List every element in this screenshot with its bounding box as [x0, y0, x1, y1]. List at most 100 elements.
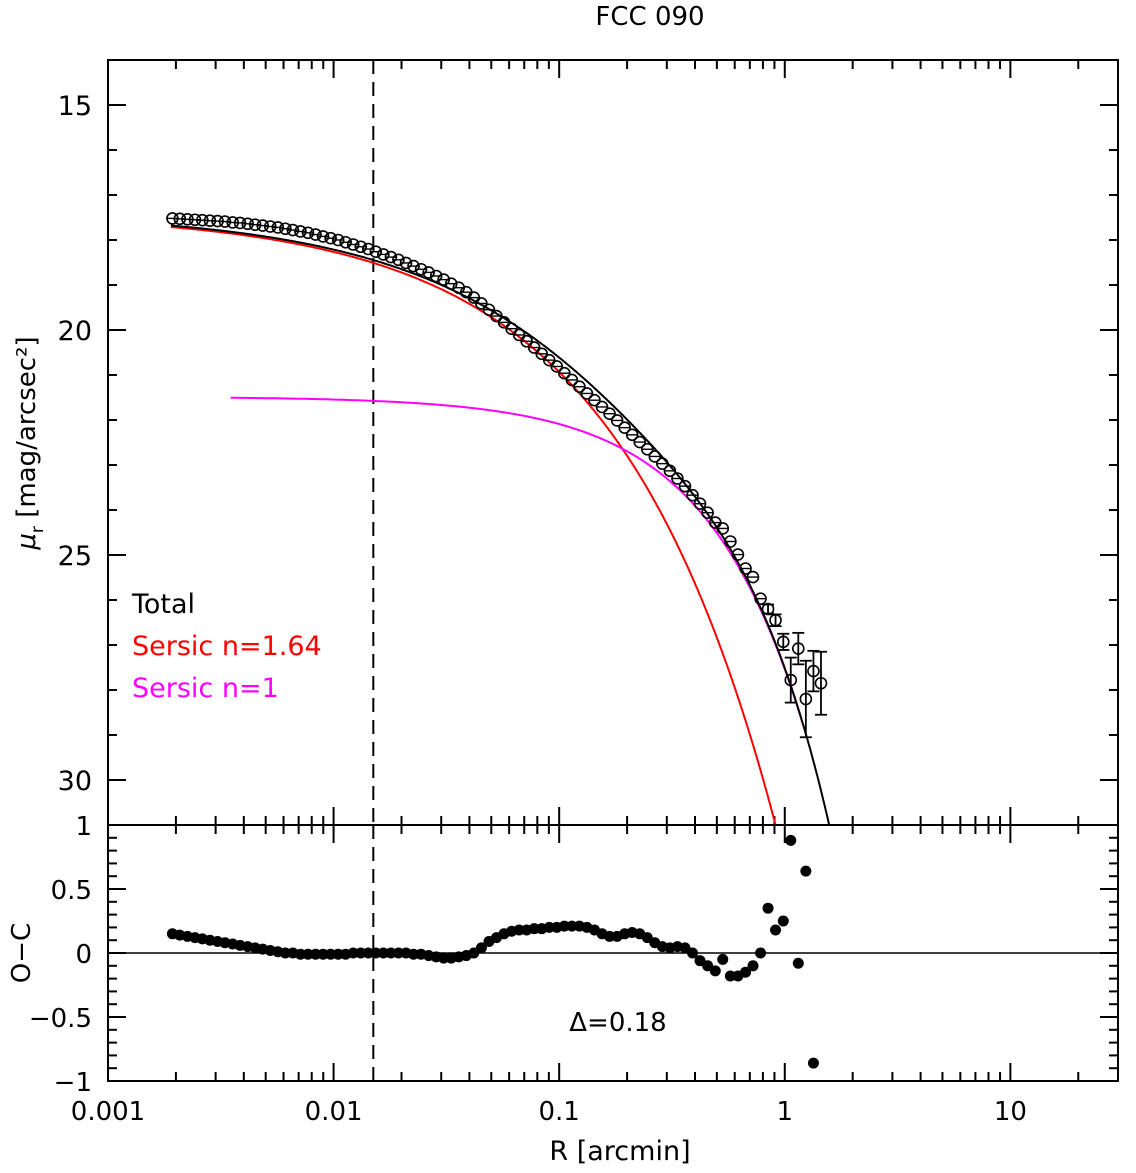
residual-point — [370, 947, 382, 959]
residual-y-tick-label: 0.5 — [51, 876, 92, 906]
residual-tick-labels: −1 −0.5 0 0.5 1 — [29, 812, 92, 1098]
profile-data-points — [166, 212, 828, 739]
residual-y-axis-label: O−C — [7, 923, 37, 983]
residual-point — [302, 948, 314, 960]
residual-point — [438, 952, 450, 964]
profile-point — [505, 322, 518, 335]
profile-point — [309, 228, 322, 241]
profile-point — [482, 303, 496, 317]
profile-point — [535, 347, 549, 361]
profile-point — [520, 334, 533, 348]
legend-total: Total — [131, 589, 195, 620]
profile-point — [286, 223, 300, 237]
residual-point — [347, 947, 359, 959]
residual-point — [408, 948, 420, 960]
profile-panel-frame — [107, 59, 1119, 826]
profile-point — [377, 248, 390, 261]
residual-ticks — [107, 824, 1119, 1082]
profile-point — [392, 253, 405, 267]
residual-y-tick-label: −0.5 — [29, 1004, 92, 1034]
profile-point — [784, 673, 798, 687]
profile-point — [233, 216, 247, 230]
profile-point — [761, 602, 775, 616]
profile-y-tick-label: 20 — [58, 316, 92, 347]
profile-point — [731, 548, 745, 561]
profile-point — [414, 262, 428, 276]
profile-point — [580, 387, 594, 400]
residual-point — [717, 953, 729, 965]
profile-point — [346, 238, 360, 251]
y-label-symbol: μ — [12, 533, 42, 551]
profile-point — [324, 231, 337, 245]
profile-point — [791, 642, 805, 655]
residual-point — [724, 970, 736, 982]
residual-point — [792, 957, 804, 969]
profile-point — [565, 373, 579, 387]
profile-point — [558, 366, 571, 380]
profile-point — [542, 353, 556, 367]
profile-point — [444, 277, 458, 290]
profile-point — [656, 457, 669, 470]
profile-point — [633, 435, 647, 449]
profile-point — [588, 393, 601, 407]
y-label-unit: [mag/arcsec²] — [12, 336, 42, 517]
residual-panel: −1 −0.5 0 0.5 1 0.001 0.01 0.1 1 10 Δ=0.18 O−C R… — [7, 812, 1119, 1167]
legend-sersic-1: Sersic n=1 — [132, 673, 279, 704]
profile-point — [248, 218, 262, 231]
profile-y-axis-label: μr [mag/arcsec²] — [12, 336, 48, 550]
x-tick-label: 0.01 — [305, 1097, 363, 1127]
profile-point — [640, 442, 654, 456]
profile-point — [384, 250, 398, 264]
residual-point — [785, 834, 797, 846]
profile-point — [399, 256, 413, 270]
profile-point — [739, 562, 752, 575]
profile-point — [527, 341, 541, 354]
residual-point — [558, 920, 570, 932]
residual-point — [800, 865, 812, 877]
svg-text:μr [mag/arcsec²]: μr [mag/arcsec²] — [12, 336, 48, 550]
total-model-curve — [170, 224, 831, 825]
profile-point — [263, 220, 277, 233]
profile-point — [618, 421, 631, 434]
profile-point — [437, 273, 450, 286]
profile-point — [369, 245, 383, 258]
rms-annotation: Δ=0.18 — [569, 1008, 666, 1038]
profile-point — [407, 259, 420, 273]
chart-title: FCC 090 — [595, 2, 704, 32]
profile-point — [595, 400, 609, 414]
profile-point — [301, 226, 315, 240]
x-axis-label: R [arcmin] — [549, 1136, 690, 1167]
profile-point — [550, 360, 564, 373]
profile-point — [279, 222, 292, 236]
profile-ticks — [107, 60, 1119, 826]
sersic-disk-curve — [230, 396, 804, 724]
legend-sersic-164: Sersic n=1.64 — [132, 631, 322, 662]
profile-point — [648, 450, 662, 463]
profile-point — [429, 269, 443, 283]
residual-point — [604, 930, 616, 942]
residual-point — [777, 915, 789, 927]
profile-point — [497, 316, 511, 329]
profile-point — [799, 692, 813, 706]
profile-point — [701, 506, 714, 520]
residual-y-tick-label: 1 — [75, 812, 92, 842]
x-tick-label: 0.1 — [539, 1097, 580, 1127]
residual-point — [740, 966, 752, 978]
profile-point — [241, 217, 254, 231]
residual-point — [385, 947, 397, 959]
x-tick-label: 0.001 — [71, 1097, 145, 1127]
residual-point — [543, 921, 555, 933]
profile-point — [331, 233, 345, 247]
residual-point — [294, 948, 306, 960]
profile-point — [316, 230, 330, 243]
profile-point — [361, 242, 375, 256]
residual-point — [325, 948, 337, 960]
profile-point — [339, 235, 352, 249]
profile-point — [610, 414, 624, 427]
profile-point — [671, 472, 684, 485]
profile-point — [256, 219, 269, 232]
residual-point — [566, 920, 578, 932]
